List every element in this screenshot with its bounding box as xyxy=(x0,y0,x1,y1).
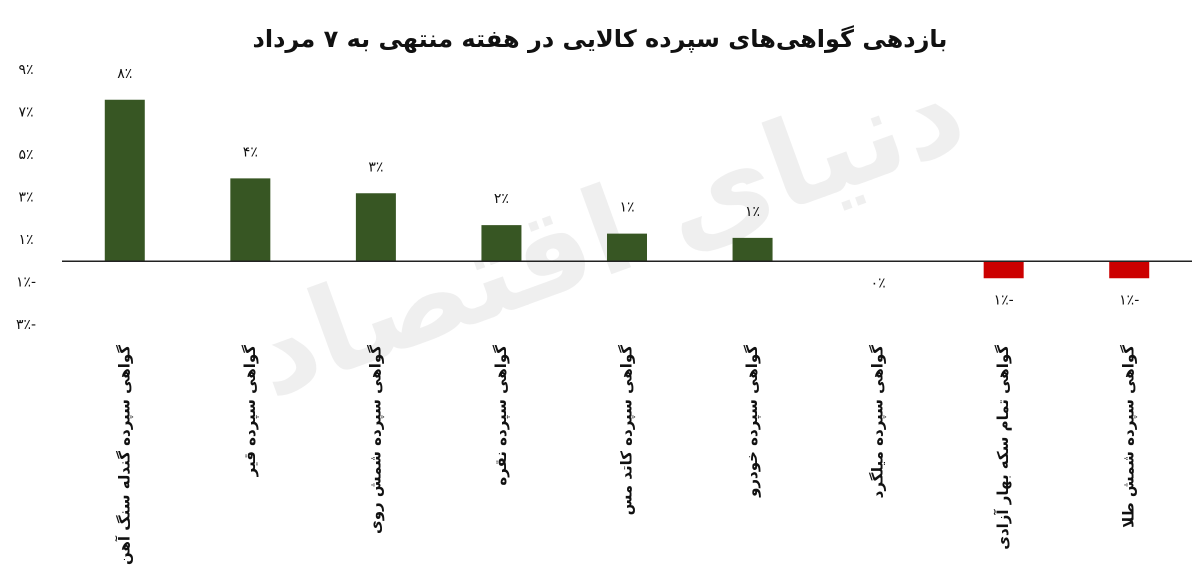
bar xyxy=(230,178,271,262)
value-label: -۱٪ xyxy=(1119,292,1139,308)
x-tick-label: گواهی تمام سکه بهار آزادی xyxy=(994,345,1012,550)
bar xyxy=(481,225,522,262)
bar xyxy=(732,237,773,262)
bar xyxy=(104,99,145,262)
x-tick-label: گواهی سپرده شمش روی xyxy=(366,345,385,534)
chart-title: بازدهی گواهی‌های سپرده کالایی در هفته من… xyxy=(253,25,948,53)
x-tick-label: گواهی سپرده قیر xyxy=(241,345,260,478)
value-label: ۳٪ xyxy=(368,159,383,175)
bar xyxy=(1109,261,1150,279)
y-tick-label: ۱٪ xyxy=(18,232,33,248)
value-label: ۴٪ xyxy=(243,144,258,160)
bar xyxy=(607,233,647,262)
bar xyxy=(355,193,396,262)
x-tick-label: گواهی سپرده میلگرد xyxy=(869,345,888,499)
x-tick-label: گواهی سپرده خودرو xyxy=(743,345,762,498)
y-tick-label: -۳٪ xyxy=(16,317,36,333)
value-label: ۲٪ xyxy=(494,191,509,207)
value-label: ۱٪ xyxy=(619,200,634,216)
y-tick-label: -۱٪ xyxy=(16,275,36,291)
y-tick-label: ۹٪ xyxy=(18,62,33,78)
x-tick-label: گواهی سپرده نقره xyxy=(492,345,511,486)
y-tick-label: ۵٪ xyxy=(18,147,33,163)
x-tick-label: گواهی سپرده شمش طلا xyxy=(1120,345,1139,528)
x-tick-label: گواهی سپرده گندله سنگ آهن xyxy=(115,345,134,565)
value-label: ۱٪ xyxy=(745,204,760,220)
y-tick-label: ۷٪ xyxy=(18,105,33,121)
bar xyxy=(983,261,1024,279)
value-label: -۱٪ xyxy=(994,292,1014,308)
x-tick-label: گواهی سپرده کاتد مس xyxy=(618,345,637,516)
value-label: ۰٪ xyxy=(871,275,886,291)
y-tick-label: ۳٪ xyxy=(18,190,33,206)
value-label: ۸٪ xyxy=(117,66,132,82)
